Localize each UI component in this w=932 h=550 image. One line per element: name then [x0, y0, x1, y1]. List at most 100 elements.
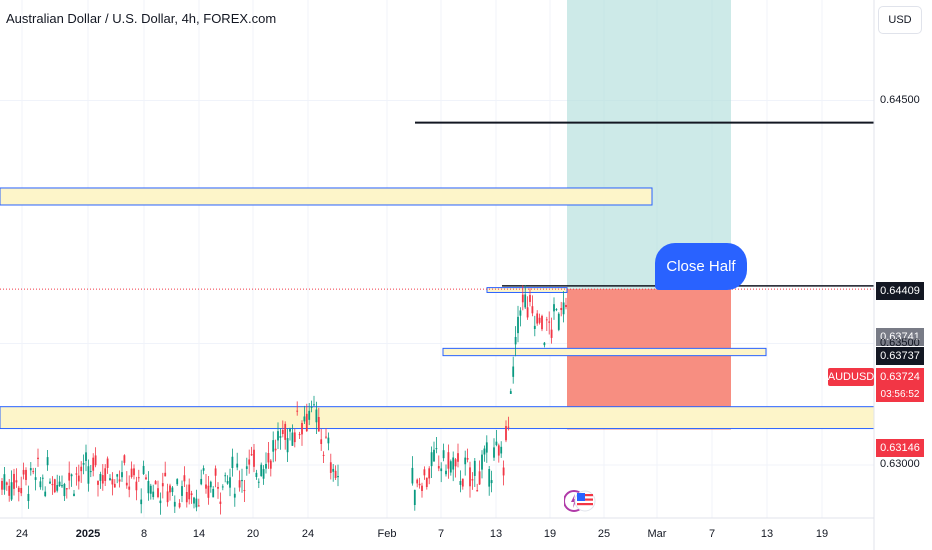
- candle-body: [519, 310, 522, 316]
- candle-body: [497, 445, 500, 456]
- candle-body: [51, 484, 54, 486]
- candle-body: [20, 487, 23, 494]
- candle-body: [22, 469, 25, 475]
- candle-body: [445, 470, 447, 475]
- candle-body: [418, 483, 421, 486]
- candle-body: [461, 478, 464, 487]
- candle-body: [147, 480, 150, 494]
- candle-body: [531, 306, 534, 314]
- candle-body: [164, 472, 167, 477]
- candle-body: [109, 478, 111, 481]
- candle-body: [543, 342, 546, 346]
- candle-body: [435, 448, 438, 450]
- candle-body: [183, 475, 186, 482]
- candle-body: [553, 304, 555, 312]
- candle-body: [416, 479, 419, 484]
- candle-body: [133, 468, 135, 476]
- candle-body: [149, 485, 152, 494]
- candle-body: [248, 459, 251, 465]
- zone-box: [0, 406, 875, 430]
- candle-body: [166, 491, 169, 503]
- candle-body: [291, 432, 294, 446]
- candle-body: [529, 294, 531, 302]
- candle-body: [538, 317, 541, 323]
- candle-body: [322, 454, 325, 456]
- time-tick-label: 24: [15, 528, 29, 540]
- currency-button[interactable]: USD: [878, 6, 922, 34]
- candle-body: [29, 468, 32, 471]
- chart-title: Australian Dollar / U.S. Dollar, 4h, FOR…: [6, 11, 277, 26]
- candle-body: [39, 481, 42, 488]
- candle-body: [106, 458, 109, 468]
- candle-body: [154, 481, 157, 485]
- candle-body: [17, 487, 20, 492]
- candle-body: [8, 485, 11, 496]
- candle-body: [15, 480, 18, 483]
- candle-body: [293, 432, 296, 443]
- candle-body: [488, 469, 491, 487]
- candle-body: [471, 479, 474, 481]
- candle-body: [190, 493, 193, 496]
- stop-price-label: 0.63146: [876, 439, 924, 457]
- candle-body: [457, 453, 459, 462]
- candle-body: [526, 307, 529, 318]
- candle-body: [5, 482, 8, 485]
- candle-body: [205, 484, 207, 489]
- candle-body: [279, 436, 282, 438]
- candle-body: [308, 410, 311, 420]
- economic-events-icon[interactable]: [564, 488, 598, 514]
- candle-body: [61, 485, 63, 487]
- candle-body: [490, 480, 493, 484]
- zone-box: [486, 287, 568, 293]
- candle-body: [255, 472, 258, 477]
- candle-body: [82, 463, 85, 465]
- zone-box: [442, 347, 767, 357]
- candle-body: [233, 493, 236, 498]
- close-half-callout[interactable]: Close Half: [655, 243, 747, 290]
- candle-body: [272, 440, 275, 452]
- candle-body: [195, 498, 198, 508]
- candle-body: [298, 434, 301, 436]
- candle-body: [121, 472, 123, 478]
- candle-body: [423, 469, 426, 476]
- candle-body: [116, 474, 119, 477]
- candle-body: [524, 294, 527, 308]
- candle-body: [502, 467, 505, 476]
- candle-body: [92, 457, 95, 471]
- candle-body: [49, 481, 51, 484]
- candle-body: [565, 304, 567, 308]
- candle-body: [536, 313, 539, 324]
- candle-body: [27, 493, 30, 502]
- candle-body: [241, 479, 243, 482]
- candle-body: [58, 481, 61, 487]
- candle-body: [212, 488, 215, 498]
- candle-body: [514, 336, 517, 345]
- time-tick-label: 7: [437, 528, 445, 540]
- candle-body: [125, 482, 128, 486]
- candle-body: [478, 471, 481, 485]
- candle-body: [214, 468, 217, 476]
- candle-body: [159, 500, 162, 504]
- time-tick-label: 19: [815, 528, 829, 540]
- candle-body: [481, 454, 483, 470]
- candle-body: [325, 436, 327, 438]
- upper-price-label: 0.63741: [876, 328, 924, 346]
- candle-body: [25, 469, 27, 480]
- candle-body: [123, 455, 126, 463]
- candle-body: [140, 499, 143, 505]
- candle-body: [500, 446, 503, 454]
- time-tick-label: 19: [543, 528, 557, 540]
- candle-body: [99, 473, 102, 481]
- candle-body: [97, 480, 99, 485]
- candle-body: [289, 428, 291, 432]
- candle-body: [421, 485, 423, 491]
- price-tick-label: 0.63000: [880, 458, 920, 470]
- candle-body: [37, 457, 39, 460]
- candle-body: [152, 491, 155, 498]
- price-tick-label: 0.63500: [880, 336, 920, 349]
- candle-body: [476, 490, 479, 492]
- candle-body: [550, 329, 553, 338]
- zone-box: [0, 187, 653, 206]
